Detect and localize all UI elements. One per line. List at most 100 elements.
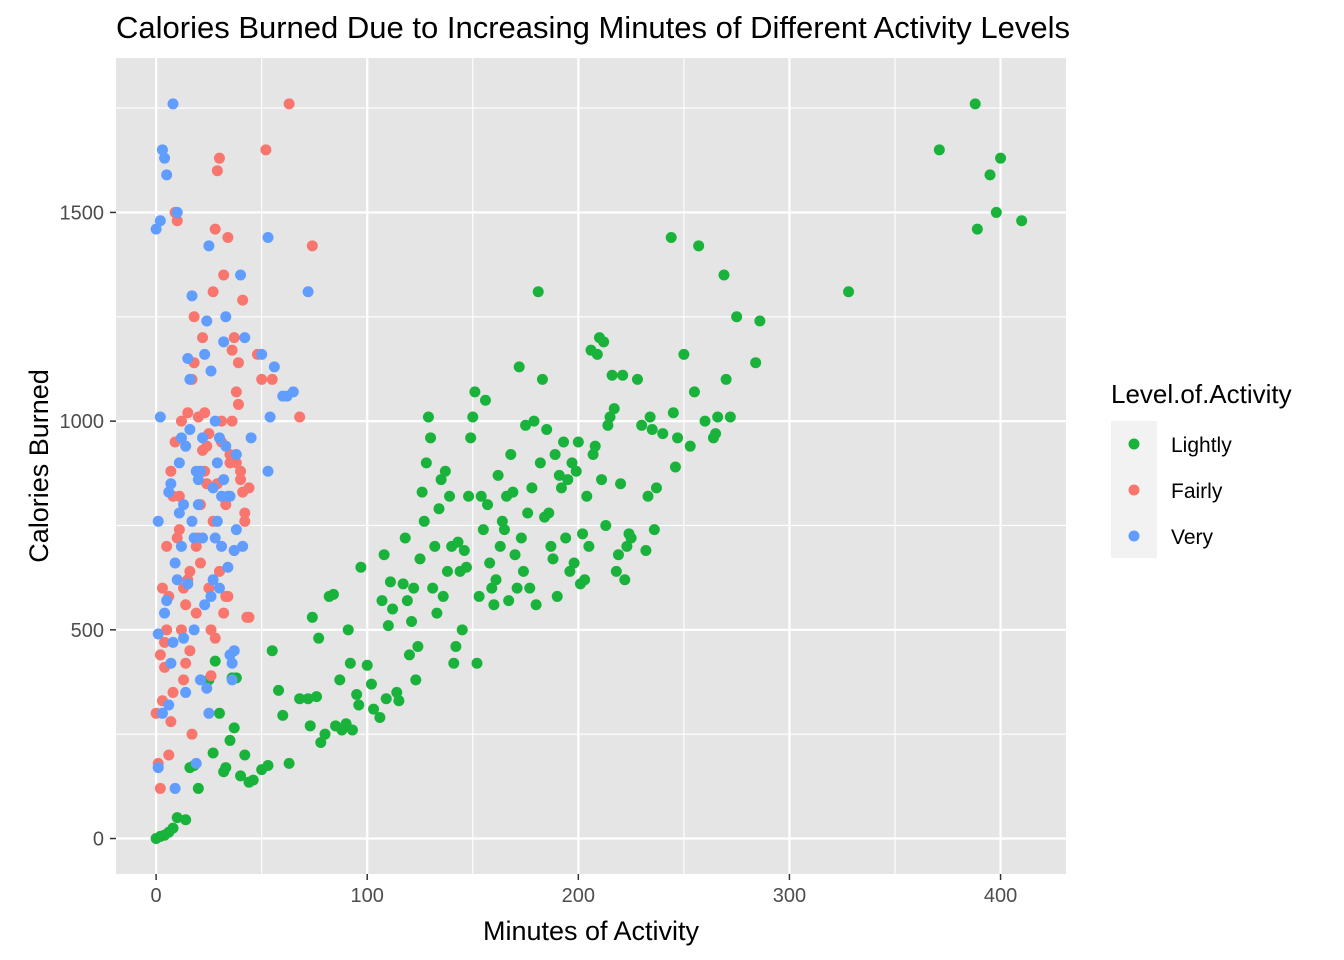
data-point-very bbox=[165, 478, 177, 490]
data-point-lightly bbox=[399, 532, 411, 544]
data-point-fairly bbox=[235, 465, 247, 477]
data-point-lightly bbox=[435, 474, 447, 486]
data-point-very bbox=[237, 540, 249, 552]
data-point-very bbox=[156, 707, 168, 719]
data-point-fairly bbox=[230, 386, 242, 398]
data-point-lightly bbox=[617, 369, 629, 381]
data-point-lightly bbox=[648, 524, 660, 536]
data-point-fairly bbox=[188, 311, 200, 323]
data-point-fairly bbox=[159, 636, 171, 648]
data-point-lightly bbox=[374, 711, 386, 723]
data-point-lightly bbox=[517, 565, 529, 577]
data-point-lightly bbox=[678, 348, 690, 360]
data-point-very bbox=[226, 674, 238, 686]
data-point-very bbox=[182, 353, 194, 365]
x-tick-label: 400 bbox=[984, 885, 1017, 907]
series-lightly bbox=[150, 98, 1028, 845]
data-point-lightly bbox=[657, 428, 669, 440]
data-point-lightly bbox=[754, 315, 766, 327]
data-point-lightly bbox=[503, 595, 515, 607]
data-point-lightly bbox=[553, 469, 565, 481]
data-point-very bbox=[192, 474, 204, 486]
data-point-lightly bbox=[393, 695, 405, 707]
data-point-very bbox=[239, 332, 251, 344]
data-point-very bbox=[245, 432, 257, 444]
data-point-fairly bbox=[222, 590, 234, 602]
data-point-lightly bbox=[228, 722, 240, 734]
data-point-lightly bbox=[724, 411, 736, 423]
data-point-lightly bbox=[365, 678, 377, 690]
data-point-fairly bbox=[226, 344, 238, 356]
data-point-very bbox=[262, 231, 274, 243]
data-point-very bbox=[175, 432, 187, 444]
data-point-lightly bbox=[555, 482, 567, 494]
data-point-lightly bbox=[720, 373, 732, 385]
data-point-lightly bbox=[640, 545, 652, 557]
data-point-lightly bbox=[266, 645, 278, 657]
data-point-fairly bbox=[171, 215, 183, 227]
data-point-lightly bbox=[583, 540, 595, 552]
data-point-lightly bbox=[416, 486, 428, 498]
data-point-fairly bbox=[197, 444, 209, 456]
data-point-very bbox=[211, 457, 223, 469]
data-point-lightly bbox=[376, 595, 388, 607]
data-point-very bbox=[163, 486, 175, 498]
data-point-fairly bbox=[190, 540, 202, 552]
data-point-lightly bbox=[610, 565, 622, 577]
data-point-very bbox=[194, 674, 206, 686]
data-point-fairly bbox=[205, 670, 217, 682]
data-point-fairly bbox=[207, 286, 219, 298]
data-point-fairly bbox=[163, 749, 175, 761]
data-point-lightly bbox=[403, 649, 415, 661]
data-point-very bbox=[152, 515, 164, 527]
data-point-very bbox=[201, 315, 213, 327]
data-point-lightly bbox=[441, 565, 453, 577]
data-point-lightly bbox=[433, 503, 445, 515]
data-point-very bbox=[203, 240, 215, 252]
data-point-lightly bbox=[598, 336, 610, 348]
data-point-very bbox=[287, 386, 299, 398]
x-tick-label: 0 bbox=[151, 885, 162, 907]
data-point-lightly bbox=[543, 507, 555, 519]
data-point-very bbox=[171, 206, 183, 218]
data-point-lightly bbox=[650, 482, 662, 494]
data-point-fairly bbox=[213, 565, 225, 577]
data-point-lightly bbox=[482, 499, 494, 511]
data-point-lightly bbox=[353, 699, 365, 711]
data-point-fairly bbox=[184, 645, 196, 657]
data-point-very bbox=[190, 757, 202, 769]
data-point-lightly bbox=[551, 590, 563, 602]
data-point-lightly bbox=[239, 749, 251, 761]
data-point-lightly bbox=[589, 440, 601, 452]
data-point-lightly bbox=[615, 478, 627, 490]
data-point-lightly bbox=[410, 674, 422, 686]
data-point-fairly bbox=[203, 582, 215, 594]
data-point-lightly bbox=[477, 524, 489, 536]
data-point-fairly bbox=[283, 98, 295, 110]
data-point-lightly bbox=[667, 407, 679, 419]
data-point-fairly bbox=[260, 144, 272, 156]
data-point-lightly bbox=[969, 98, 981, 110]
data-point-fairly bbox=[175, 624, 187, 636]
data-point-lightly bbox=[731, 311, 743, 323]
data-point-lightly bbox=[431, 607, 443, 619]
data-point-fairly bbox=[154, 782, 166, 794]
data-point-very bbox=[171, 574, 183, 586]
data-point-lightly bbox=[990, 206, 1002, 218]
data-point-very bbox=[182, 578, 194, 590]
y-tick-label: 500 bbox=[71, 620, 104, 642]
minor-gridlines bbox=[116, 58, 1066, 874]
data-point-very bbox=[235, 269, 247, 281]
data-point-lightly bbox=[273, 684, 285, 696]
data-point-lightly bbox=[220, 762, 232, 774]
data-point-very bbox=[207, 574, 219, 586]
data-point-lightly bbox=[460, 561, 472, 573]
data-point-very bbox=[186, 290, 198, 302]
data-point-lightly bbox=[315, 737, 327, 749]
data-point-lightly bbox=[429, 540, 441, 552]
data-point-fairly bbox=[213, 152, 225, 164]
data-point-fairly bbox=[165, 465, 177, 477]
data-point-very bbox=[209, 415, 221, 427]
data-point-lightly bbox=[213, 707, 225, 719]
data-point-lightly bbox=[479, 394, 491, 406]
